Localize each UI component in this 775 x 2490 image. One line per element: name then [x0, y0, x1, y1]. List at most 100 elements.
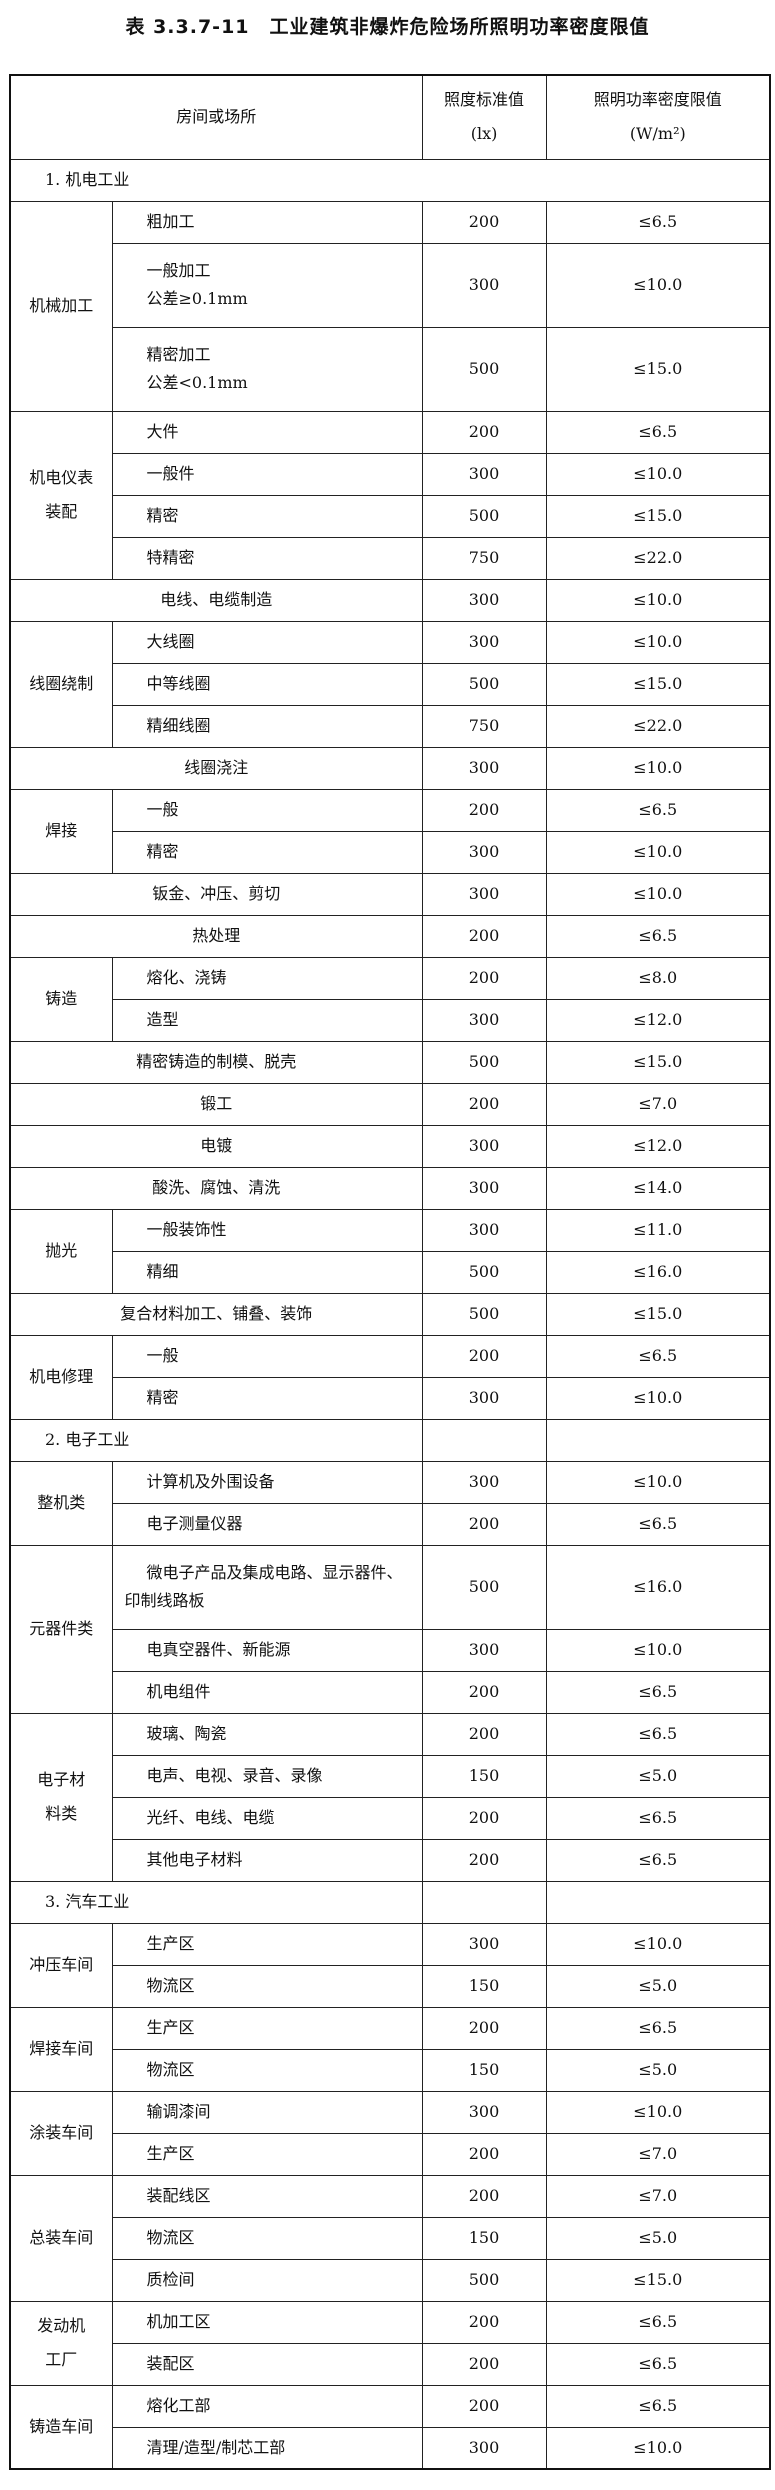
table-row: 线圈浇注 300 ≤10.0 — [9, 746, 771, 790]
room-name: 粗加工 — [111, 200, 423, 244]
room-name: 酸洗、腐蚀、清洗 — [9, 1166, 423, 1210]
room-name: 中等线圈 — [111, 662, 423, 706]
section-label: 2. 电子工业 — [9, 1418, 423, 1462]
room-name: 精密 — [111, 494, 423, 538]
category-cell: 线圈绕制 — [9, 620, 113, 748]
table-row: 物流区 150 ≤5.0 — [10, 2216, 771, 2260]
table-row: 精细线圈 750 ≤22.0 — [10, 704, 771, 748]
table-row: 铸造 熔化、浇铸 200 ≤8.0 — [9, 956, 771, 1042]
room-name: 精细线圈 — [111, 704, 423, 748]
room-name: 生产区 — [111, 1922, 423, 1966]
table-row: 钣金、冲压、剪切 300 ≤10.0 — [9, 872, 771, 916]
room-name: 一般装饰性 — [111, 1208, 423, 1252]
lpd-limit-value: ≤6.5 — [545, 2384, 771, 2428]
header-lpd: 照明功率密度限值 (W/m²) — [545, 74, 771, 160]
room-name: 大线圈 — [111, 620, 423, 664]
lpd-limit-value: ≤10.0 — [545, 2426, 771, 2470]
lpd-limit-value: ≤11.0 — [545, 1208, 771, 1252]
lpd-limit-value: ≤10.0 — [545, 872, 771, 916]
category-cell: 焊接 — [9, 788, 113, 874]
room-name: 一般加工 公差≥0.1mm — [111, 242, 423, 328]
illuminance-value: 300 — [421, 830, 547, 874]
header-room: 房间或场所 — [9, 74, 423, 160]
illuminance-value: 200 — [421, 914, 547, 958]
category-cell: 总装车间 — [9, 2174, 113, 2302]
table-row: 电镀 300 ≤12.0 — [9, 1124, 771, 1168]
table-row: 生产区 200 ≤7.0 — [10, 2132, 771, 2176]
lpd-limit-value: ≤5.0 — [545, 1964, 771, 2008]
table-row: 电子材 料类 玻璃、陶瓷 200 ≤6.5 — [9, 1712, 771, 1882]
illuminance-value: 150 — [421, 1754, 547, 1798]
table-row: 机电组件 200 ≤6.5 — [10, 1670, 771, 1714]
table-row: 抛光 一般装饰性 300 ≤11.0 — [9, 1208, 771, 1294]
room-name: 精密加工 公差<0.1mm — [111, 326, 423, 412]
table-row: 锻工 200 ≤7.0 — [9, 1082, 771, 1126]
room-name: 装配线区 — [111, 2174, 423, 2218]
lpd-limit-value: ≤14.0 — [545, 1166, 771, 1210]
lpd-limit-value: ≤15.0 — [545, 662, 771, 706]
lighting-power-density-table: 房间或场所 照度标准值 (lx) 照明功率密度限值 (W/m²) 1. 机电工业… — [9, 74, 772, 2470]
illuminance-value: 200 — [421, 2174, 547, 2218]
category-cell: 铸造 — [9, 956, 113, 1042]
lpd-limit-value: ≤10.0 — [545, 746, 771, 790]
illuminance-value: 500 — [421, 1250, 547, 1294]
illuminance-value: 200 — [421, 1082, 547, 1126]
table-row: 精密 300 ≤10.0 — [10, 1376, 771, 1420]
lpd-limit-value: ≤15.0 — [545, 326, 771, 412]
table-row: 特精密 750 ≤22.0 — [10, 536, 771, 580]
lpd-limit-value: ≤15.0 — [545, 1040, 771, 1084]
table-row: 物流区 150 ≤5.0 — [10, 2048, 771, 2092]
illuminance-value: 300 — [421, 242, 547, 328]
table-row: 电子测量仪器 200 ≤6.5 — [10, 1502, 771, 1546]
lpd-limit-value: ≤6.5 — [545, 1502, 771, 1546]
room-name: 电子测量仪器 — [111, 1502, 423, 1546]
category-cell: 涂装车间 — [9, 2090, 113, 2176]
section-row: 1. 机电工业 — [9, 158, 771, 202]
illuminance-value: 300 — [421, 1166, 547, 1210]
lpd-limit-value: ≤15.0 — [545, 494, 771, 538]
category-cell: 电子材 料类 — [9, 1712, 113, 1882]
table-title: 表 3.3.7-11 工业建筑非爆炸危险场所照明功率密度限值 — [125, 16, 650, 38]
illuminance-value: 300 — [421, 1460, 547, 1504]
table-row: 总装车间 装配线区 200 ≤7.0 — [9, 2174, 771, 2302]
lpd-limit-value: ≤6.5 — [545, 914, 771, 958]
illuminance-value: 300 — [421, 452, 547, 496]
room-name: 精密铸造的制模、脱壳 — [9, 1040, 423, 1084]
illuminance-value: 300 — [421, 1124, 547, 1168]
lpd-limit-value: ≤6.5 — [545, 200, 771, 244]
table-row: 精细 500 ≤16.0 — [10, 1250, 771, 1294]
category-cell: 发动机 工厂 — [9, 2300, 113, 2386]
room-name: 特精密 — [111, 536, 423, 580]
illuminance-value: 500 — [421, 662, 547, 706]
table-row: 热处理 200 ≤6.5 — [9, 914, 771, 958]
table-row: 物流区 150 ≤5.0 — [10, 1964, 771, 2008]
illuminance-value: 200 — [421, 1334, 547, 1378]
illuminance-value: 200 — [421, 2006, 547, 2050]
room-name: 机加工区 — [111, 2300, 423, 2344]
lpd-limit-value: ≤8.0 — [545, 956, 771, 1000]
lpd-limit-value: ≤6.5 — [545, 788, 771, 832]
table-row: 精密加工 公差<0.1mm 500 ≤15.0 — [10, 326, 771, 412]
header-lux: 照度标准值 (lx) — [421, 74, 547, 160]
empty-cell — [421, 1418, 547, 1462]
table-row: 电线、电缆制造 300 ≤10.0 — [9, 578, 771, 622]
room-name: 精密 — [111, 830, 423, 874]
table-row: 线圈绕制 大线圈 300 ≤10.0 — [9, 620, 771, 748]
table-row: 其他电子材料 200 ≤6.5 — [10, 1838, 771, 1882]
room-name: 清理/造型/制芯工部 — [111, 2426, 423, 2470]
illuminance-value: 200 — [421, 2132, 547, 2176]
category-cell: 抛光 — [9, 1208, 113, 1294]
room-name: 装配区 — [111, 2342, 423, 2386]
illuminance-value: 200 — [421, 410, 547, 454]
table-row: 机电修理 一般 200 ≤6.5 — [9, 1334, 771, 1420]
category-cell: 整机类 — [9, 1460, 113, 1546]
illuminance-value: 300 — [421, 2090, 547, 2134]
header-row: 房间或场所 照度标准值 (lx) 照明功率密度限值 (W/m²) — [9, 74, 771, 160]
empty-cell — [421, 1880, 547, 1924]
category-cell: 焊接车间 — [9, 2006, 113, 2092]
room-name: 机电组件 — [111, 1670, 423, 1714]
lpd-limit-value: ≤16.0 — [545, 1544, 771, 1630]
table-row: 电真空器件、新能源 300 ≤10.0 — [10, 1628, 771, 1672]
lpd-limit-value: ≤6.5 — [545, 2006, 771, 2050]
section-label: 3. 汽车工业 — [9, 1880, 423, 1924]
